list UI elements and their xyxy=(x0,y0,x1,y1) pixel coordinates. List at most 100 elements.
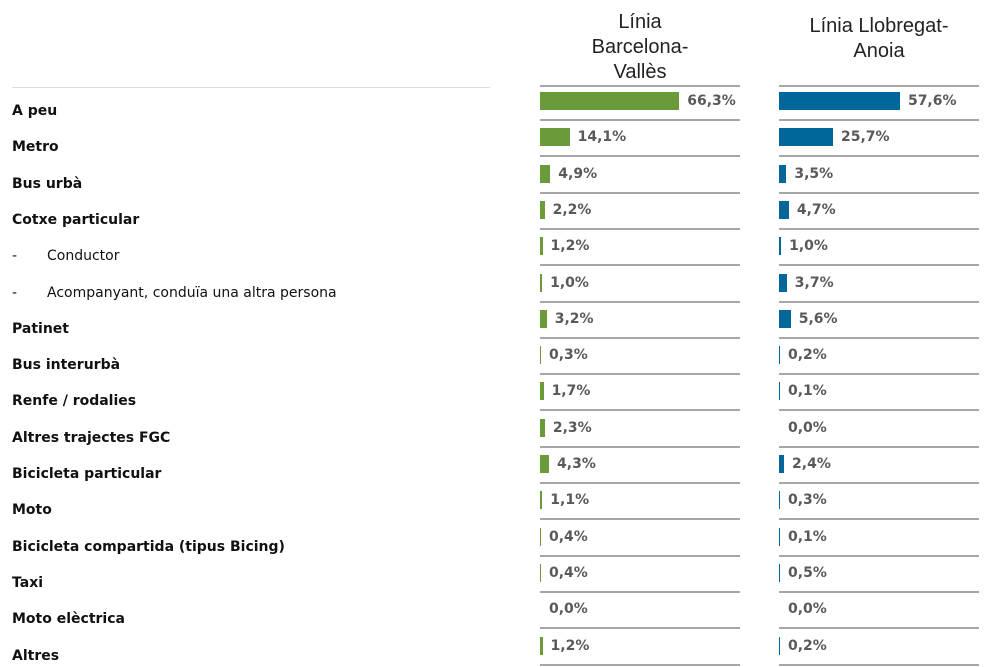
divider xyxy=(779,227,979,230)
bar xyxy=(540,273,543,292)
value-label: 0,1% xyxy=(788,383,827,400)
bar xyxy=(540,382,544,401)
category-label: Bicicleta particular xyxy=(12,466,162,482)
divider xyxy=(12,87,490,88)
divider xyxy=(779,554,979,557)
bar xyxy=(540,346,541,365)
value-label: 4,7% xyxy=(796,201,836,218)
divider xyxy=(540,336,740,339)
category-label: Metro xyxy=(12,139,59,156)
bar xyxy=(540,636,543,655)
value-label: 2,4% xyxy=(792,456,831,472)
value-label: 66,3% xyxy=(687,93,736,109)
divider xyxy=(779,590,979,593)
value-label: 0,0% xyxy=(549,601,588,618)
value-label: 0,0% xyxy=(788,601,827,618)
value-label: 1,1% xyxy=(550,492,590,509)
bar xyxy=(779,128,833,147)
divider xyxy=(540,85,740,87)
divider xyxy=(779,155,979,158)
bar xyxy=(540,92,680,110)
category-label: Altres xyxy=(12,647,60,664)
value-label: 0,4% xyxy=(549,564,588,581)
category-label: A peu xyxy=(12,103,58,119)
value-label: 3,7% xyxy=(794,274,834,291)
value-label: 0,2% xyxy=(788,637,827,654)
value-label: 4,3% xyxy=(557,456,596,472)
value-label: 5,6% xyxy=(798,310,838,327)
value-label: 1,0% xyxy=(789,238,828,255)
bar xyxy=(779,563,781,582)
divider xyxy=(540,155,740,158)
divider xyxy=(540,663,740,666)
category-label: Moto xyxy=(12,502,52,519)
divider xyxy=(540,119,740,121)
category-label: Bicicleta compartida (tipus Bicing) xyxy=(12,538,285,555)
divider xyxy=(779,119,979,121)
bar xyxy=(779,237,782,256)
value-label: 1,2% xyxy=(550,238,590,255)
category-label: Altres trajectes FGC xyxy=(12,429,171,446)
bar xyxy=(779,491,780,510)
divider xyxy=(540,445,740,448)
category-label: Moto elèctrica xyxy=(12,611,125,628)
value-label: 0,1% xyxy=(788,528,827,545)
value-label: 3,5% xyxy=(794,165,834,182)
bar xyxy=(779,273,787,292)
category-label: Patinet xyxy=(12,320,69,337)
bar xyxy=(779,92,900,110)
value-label: 2,2% xyxy=(552,201,592,218)
bar xyxy=(779,455,785,473)
bar xyxy=(540,527,541,546)
divider xyxy=(779,445,979,448)
value-label: 14,1% xyxy=(577,129,627,146)
divider xyxy=(540,409,740,412)
value-label: 1,7% xyxy=(551,383,591,400)
bar xyxy=(779,636,780,655)
bar xyxy=(779,527,780,546)
divider xyxy=(779,300,979,303)
divider xyxy=(779,627,979,630)
bar xyxy=(540,164,551,183)
bar xyxy=(779,346,780,365)
divider xyxy=(540,227,740,230)
divider xyxy=(540,590,740,593)
value-label: 0,0% xyxy=(788,419,827,436)
bar xyxy=(779,164,787,183)
divider xyxy=(779,663,979,666)
bar xyxy=(779,309,791,328)
category-label: Bus interurbà xyxy=(12,357,121,374)
divider xyxy=(779,482,979,484)
value-label: 0,3% xyxy=(549,347,588,364)
value-label: 0,5% xyxy=(788,564,827,581)
divider xyxy=(540,300,740,303)
value-label: 2,3% xyxy=(552,419,592,436)
divider xyxy=(779,518,979,521)
divider xyxy=(540,627,740,630)
category-label: Cotxe particular xyxy=(12,211,140,228)
category-label: - Conductor xyxy=(12,248,120,265)
divider xyxy=(540,191,740,194)
divider xyxy=(779,264,979,267)
value-label: 4,9% xyxy=(558,165,598,182)
divider xyxy=(540,554,740,557)
value-label: 57,6% xyxy=(907,93,957,109)
divider xyxy=(540,373,740,376)
value-label: 0,3% xyxy=(788,492,827,509)
bar xyxy=(540,455,550,473)
value-label: 0,2% xyxy=(788,347,827,364)
bar xyxy=(540,563,541,582)
value-label: 3,2% xyxy=(554,310,594,327)
bar xyxy=(779,200,789,219)
bar xyxy=(540,128,570,147)
divider xyxy=(540,482,740,484)
divider xyxy=(779,85,979,87)
divider xyxy=(779,373,979,376)
category-label: Renfe / rodalies xyxy=(12,393,137,410)
divider xyxy=(779,409,979,412)
series-header: Línia Barcelona-Vallès xyxy=(591,11,689,83)
category-label: Bus urbà xyxy=(12,175,83,192)
bar xyxy=(540,309,547,328)
bar xyxy=(540,200,545,219)
